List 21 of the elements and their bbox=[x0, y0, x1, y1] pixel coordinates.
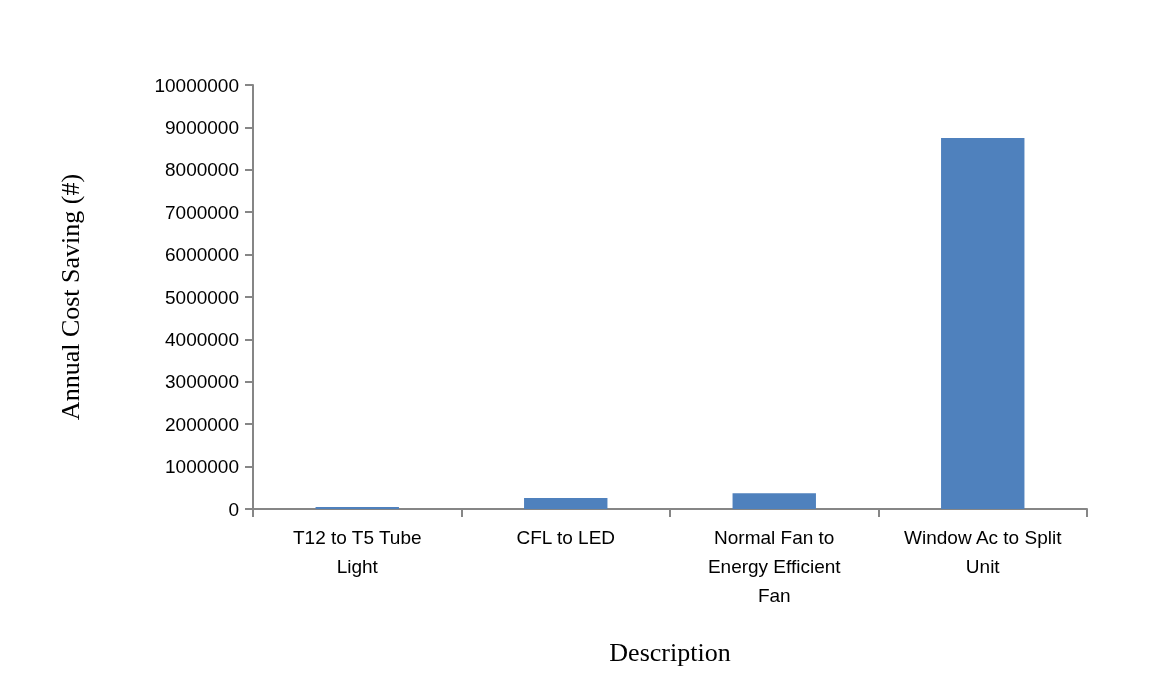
y-tick-label: 1000000 bbox=[165, 456, 239, 478]
y-tick-label: 2000000 bbox=[165, 413, 239, 435]
bar bbox=[941, 138, 1025, 509]
y-tick-label: 3000000 bbox=[165, 371, 239, 393]
y-tick-label: 8000000 bbox=[165, 159, 239, 181]
y-tick-label: 0 bbox=[228, 498, 239, 520]
x-tick-label: Normal Fan to Energy Efficient Fan bbox=[707, 527, 842, 606]
y-axis-title: Annual Cost Saving (#) bbox=[55, 173, 85, 421]
y-tick-label: 9000000 bbox=[165, 116, 239, 138]
x-tick-label: Window Ac to Split Unit bbox=[904, 527, 1063, 577]
x-axis-title: Description bbox=[609, 637, 731, 667]
bar bbox=[315, 506, 399, 509]
x-tick-label: T12 to T5 Tube Light bbox=[292, 527, 422, 577]
y-tick-label: 7000000 bbox=[165, 201, 239, 223]
x-tick-label: CFL to LED bbox=[516, 527, 616, 548]
y-tick-label: 10000000 bbox=[154, 74, 239, 96]
y-tick-label: 5000000 bbox=[165, 286, 239, 308]
bar bbox=[732, 493, 816, 509]
y-tick-label: 6000000 bbox=[165, 244, 239, 266]
bar bbox=[524, 497, 608, 509]
y-tick-label: 4000000 bbox=[165, 328, 239, 350]
